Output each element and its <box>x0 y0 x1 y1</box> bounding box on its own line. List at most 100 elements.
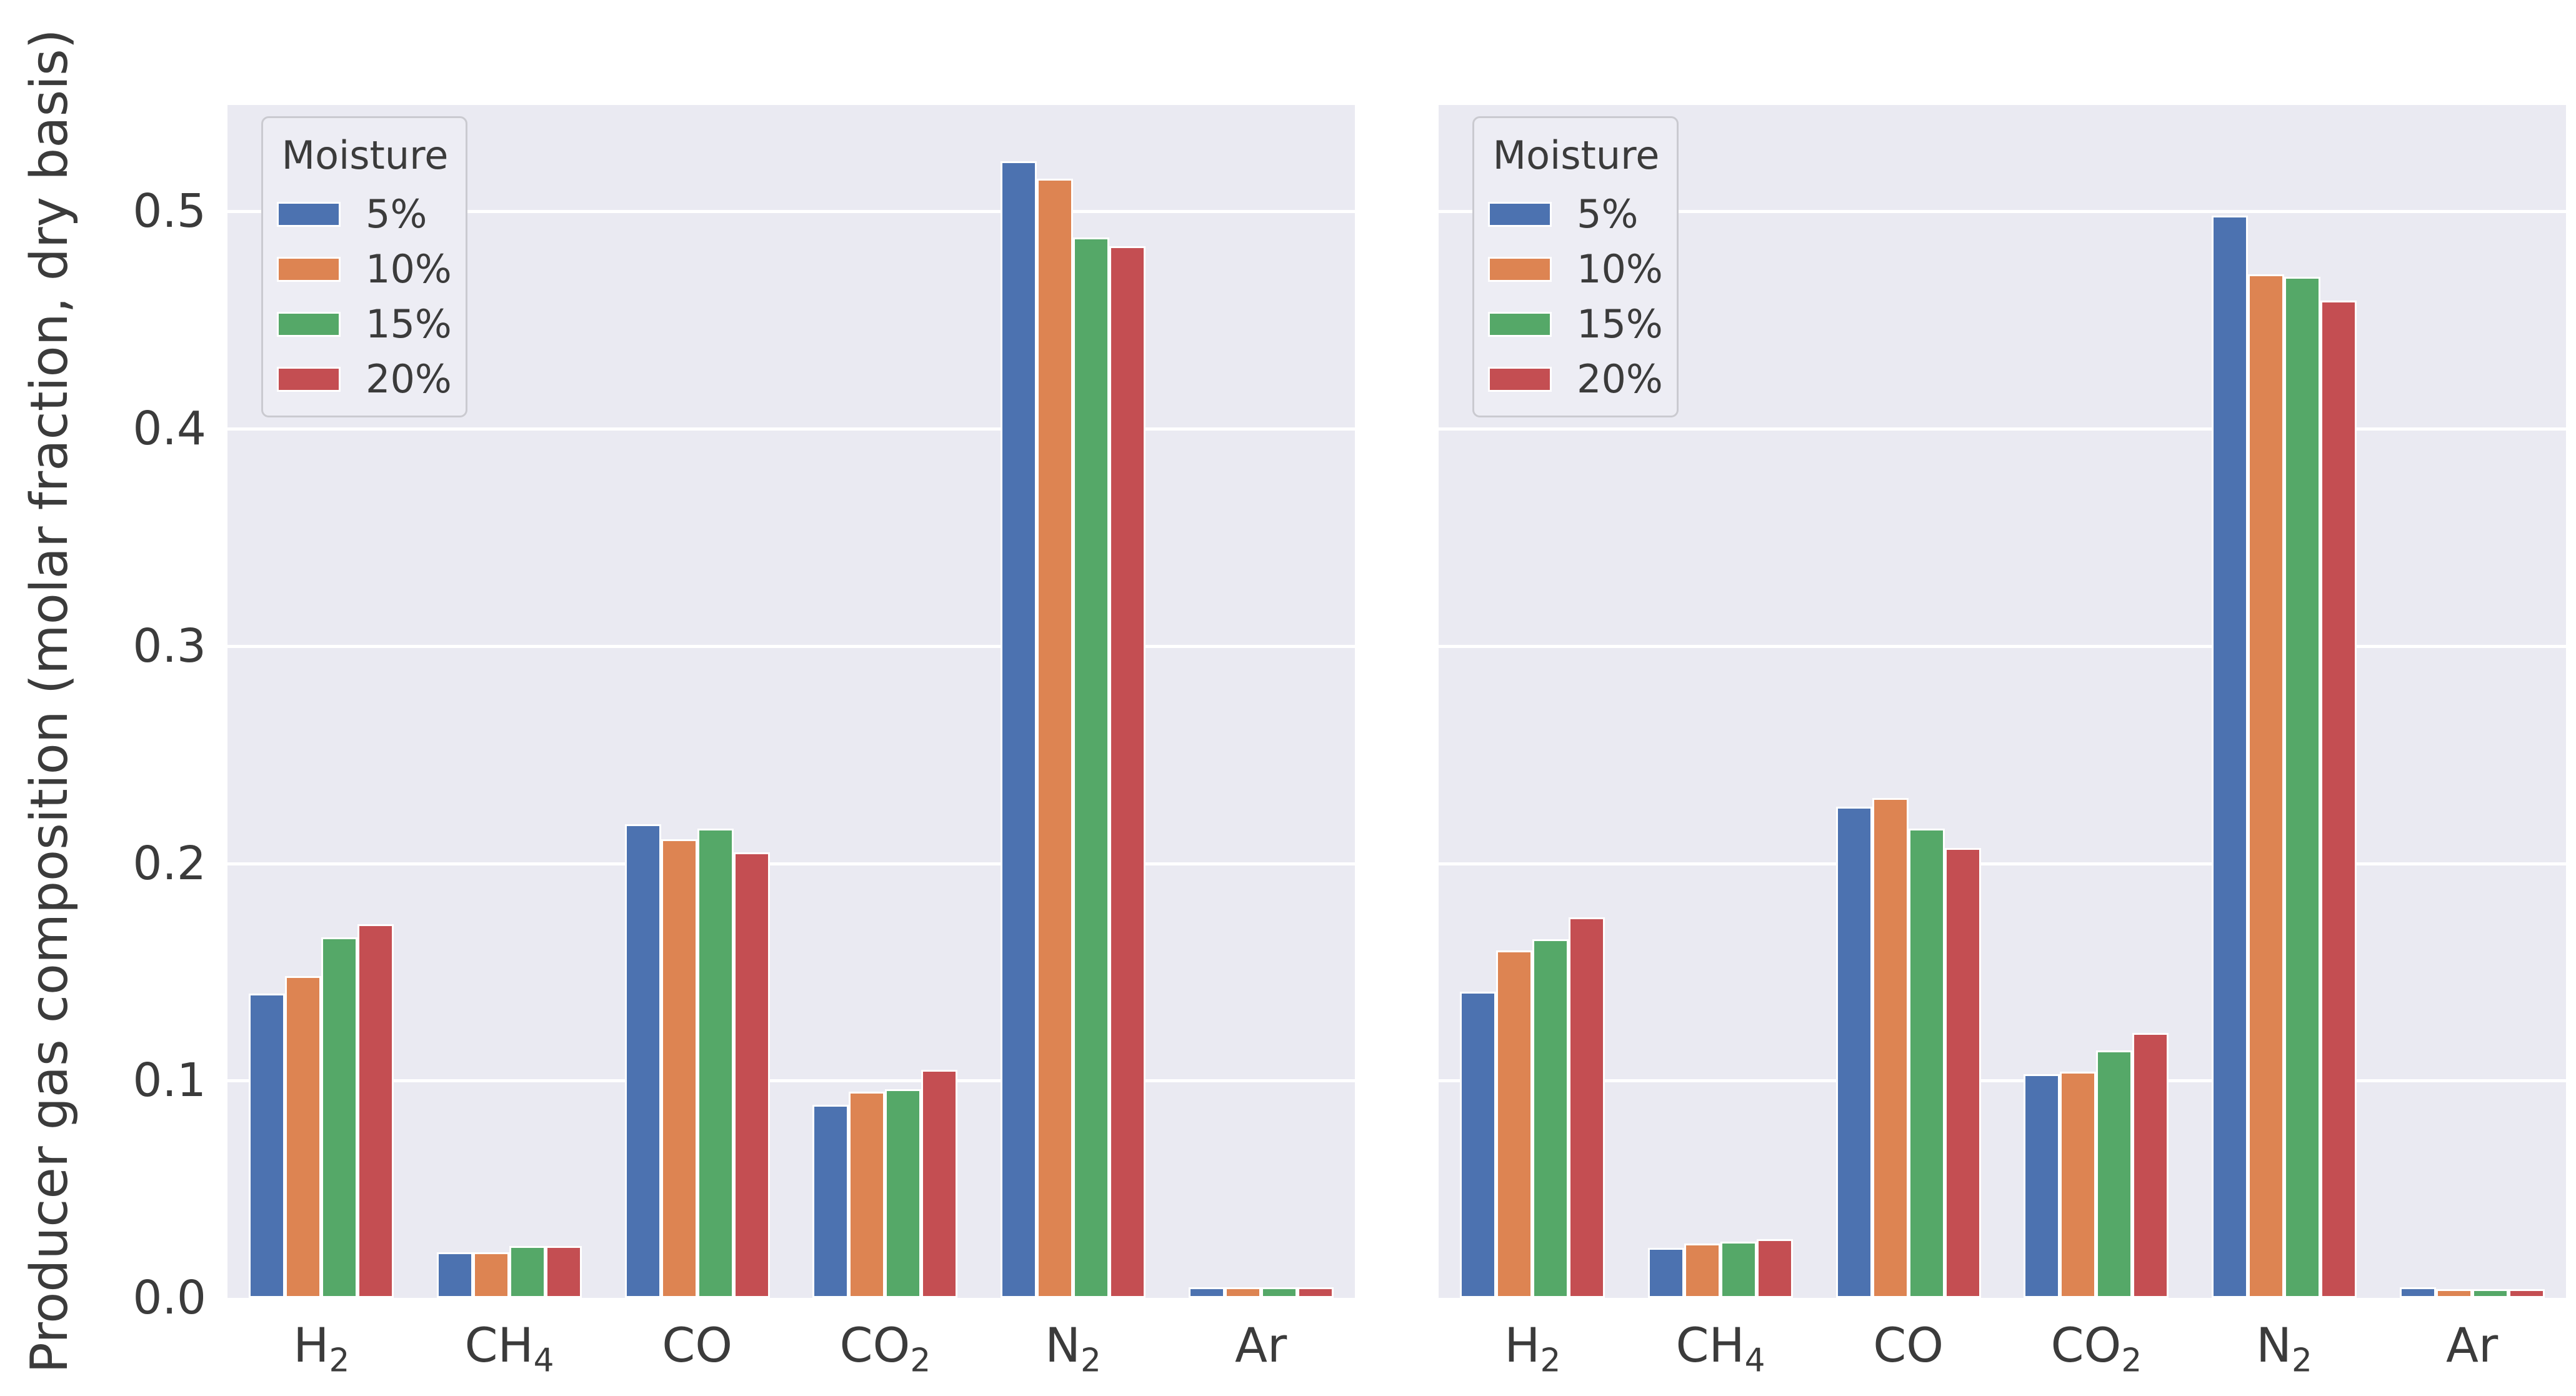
bar-left-ar-15pct <box>1261 1287 1297 1298</box>
legend-entry-5pct: 5% <box>277 192 453 237</box>
bar-right-h2-10pct <box>1496 950 1532 1298</box>
x-tick-left-ch4: CH4 <box>464 1317 554 1389</box>
bar-left-co-15pct <box>697 829 734 1298</box>
bar-right-ch4-10pct <box>1684 1244 1720 1298</box>
legend-left: Moisture 5% 10% 15% 20% <box>261 116 467 417</box>
x-tick-left-co: CO <box>662 1317 732 1374</box>
legend-entry-10pct: 10% <box>1488 247 1664 292</box>
legend-swatch-5pct <box>1488 202 1552 227</box>
x-tick-left-h2: H2 <box>293 1317 349 1389</box>
bar-left-n2-10pct <box>1037 179 1073 1298</box>
x-tick-main: CO <box>662 1317 733 1373</box>
x-tick-right-h2: H2 <box>1504 1317 1560 1389</box>
legend-label: 15% <box>1577 301 1663 347</box>
bar-left-ch4-15pct <box>509 1246 546 1298</box>
bar-left-ar-5pct <box>1189 1287 1225 1298</box>
gridline-0.3 <box>227 644 1355 648</box>
bar-right-ch4-20pct <box>1757 1239 1793 1298</box>
legend-swatch-15pct <box>1488 312 1552 337</box>
bar-left-co2-15pct <box>885 1089 921 1298</box>
gridline-0.5 <box>1439 210 2566 214</box>
y-axis-label: Producer gas composition (molar fraction… <box>20 29 79 1374</box>
bar-right-n2-10pct <box>2248 274 2284 1298</box>
bar-left-co2-5pct <box>812 1105 849 1298</box>
x-tick-right-co2: CO2 <box>2050 1317 2142 1389</box>
legend-label: 5% <box>1577 191 1639 237</box>
x-tick-sub: 2 <box>2291 1342 2312 1380</box>
x-tick-sub: 2 <box>329 1342 350 1380</box>
x-tick-main: CH <box>464 1317 534 1373</box>
y-tick-0.1: 0.1 <box>132 1054 206 1108</box>
legend-swatch-10pct <box>1488 257 1552 282</box>
legend-right: Moisture 5% 10% 15% 20% <box>1472 116 1679 417</box>
legend-label: 10% <box>1577 246 1663 292</box>
bar-right-n2-15pct <box>2284 277 2320 1298</box>
x-tick-main: N <box>2256 1317 2292 1373</box>
gridline-0.2 <box>1439 862 2566 865</box>
bar-left-h2-15pct <box>321 937 357 1298</box>
x-tick-main: CO <box>1873 1317 1944 1373</box>
gridline-0.3 <box>1439 644 2566 648</box>
legend-swatch-20pct <box>1488 367 1552 392</box>
bar-right-ar-15pct <box>2472 1289 2509 1298</box>
x-tick-main: CO <box>2050 1317 2122 1373</box>
gridline-0.1 <box>1439 1079 2566 1083</box>
bar-right-co2-5pct <box>2024 1074 2060 1298</box>
legend-entry-20pct: 20% <box>277 357 453 402</box>
x-tick-main: N <box>1045 1317 1081 1373</box>
x-tick-right-ch4: CH4 <box>1675 1317 1765 1389</box>
legend-label: 20% <box>366 356 452 402</box>
x-tick-main: Ar <box>2446 1317 2499 1373</box>
bar-right-n2-20pct <box>2320 301 2357 1298</box>
gridline-0.4 <box>1439 427 2566 431</box>
bar-right-co2-15pct <box>2096 1050 2132 1298</box>
bar-right-co2-10pct <box>2060 1072 2096 1298</box>
bar-left-h2-5pct <box>249 994 285 1298</box>
bar-left-co2-10pct <box>849 1092 885 1298</box>
bar-left-co-20pct <box>734 852 770 1298</box>
x-tick-main: H <box>1504 1317 1540 1373</box>
legend-entry-15pct: 15% <box>1488 302 1664 347</box>
x-tick-left-ar: Ar <box>1235 1317 1287 1374</box>
bar-right-co-20pct <box>1945 848 1981 1298</box>
legend-label: 20% <box>1577 356 1663 402</box>
legend-title: Moisture <box>1492 132 1660 178</box>
bar-right-ar-5pct <box>2400 1287 2436 1298</box>
bar-right-h2-5pct <box>1460 992 1496 1298</box>
bar-left-h2-10pct <box>285 976 321 1298</box>
x-tick-right-n2: N2 <box>2256 1317 2312 1389</box>
gridline-0.5 <box>227 210 1355 214</box>
x-tick-right-ar: Ar <box>2446 1317 2498 1374</box>
legend-title: Moisture <box>281 132 449 178</box>
bar-right-co-10pct <box>1872 798 1909 1298</box>
x-tick-sub: 4 <box>1744 1342 1765 1380</box>
x-tick-main: H <box>293 1317 329 1373</box>
bar-right-co2-20pct <box>2132 1033 2169 1298</box>
bar-right-ar-20pct <box>2509 1289 2545 1298</box>
legend-entry-10pct: 10% <box>277 247 453 292</box>
y-tick-0.2: 0.2 <box>132 836 206 890</box>
legend-swatch-5pct <box>277 202 341 227</box>
legend-swatch-20pct <box>277 367 341 392</box>
bar-right-ch4-5pct <box>1648 1248 1684 1298</box>
gridline-0.4 <box>227 427 1355 431</box>
legend-label: 10% <box>366 246 452 292</box>
bar-left-h2-20pct <box>357 924 394 1298</box>
y-tick-0.3: 0.3 <box>132 619 206 673</box>
gridline-0.1 <box>227 1079 1355 1083</box>
x-tick-sub: 2 <box>2121 1342 2142 1380</box>
legend-swatch-10pct <box>277 257 341 282</box>
legend-entry-15pct: 15% <box>277 302 453 347</box>
bar-right-ch4-15pct <box>1720 1242 1757 1298</box>
y-tick-0.5: 0.5 <box>132 184 206 239</box>
bar-left-ch4-5pct <box>437 1252 473 1298</box>
bar-left-ar-20pct <box>1297 1287 1334 1298</box>
bar-left-ch4-20pct <box>546 1246 582 1298</box>
bar-left-n2-20pct <box>1109 246 1146 1298</box>
x-tick-sub: 2 <box>1540 1342 1561 1380</box>
bar-left-n2-5pct <box>1001 161 1037 1298</box>
bar-left-co-10pct <box>661 839 697 1298</box>
x-tick-sub: 4 <box>533 1342 554 1380</box>
x-tick-sub: 2 <box>910 1342 931 1380</box>
